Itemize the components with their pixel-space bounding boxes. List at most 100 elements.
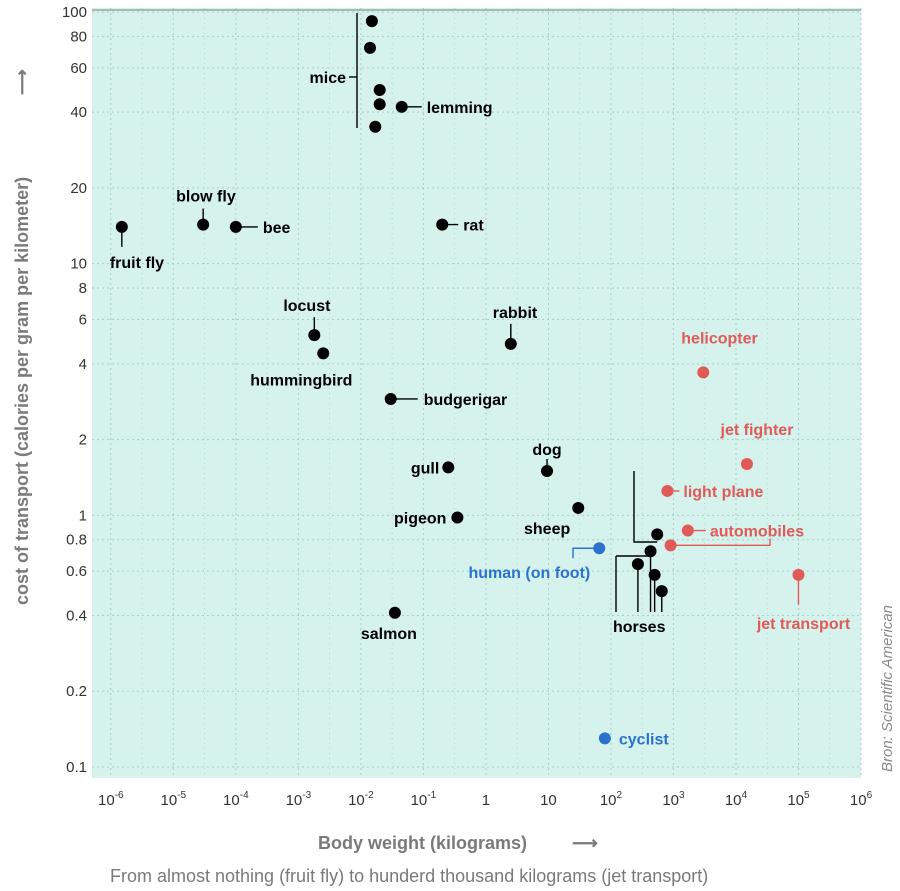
- x-tick-label: 10-6: [98, 790, 124, 809]
- x-tick-label: 104: [725, 790, 748, 809]
- point-label: gull: [411, 460, 439, 477]
- grid-lines: [92, 8, 862, 778]
- y-tick-label: 4: [79, 356, 87, 373]
- data-point: [442, 461, 455, 474]
- x-tick-label: 1: [482, 792, 490, 809]
- point-labels: fruit fly blow fly bee lemming rat mice locust…: [110, 70, 851, 748]
- data-point: [631, 558, 644, 571]
- point-label: budgerigar: [424, 392, 508, 409]
- x-tick-label: 10-5: [161, 790, 187, 809]
- y-tick-label: 100: [62, 4, 87, 21]
- y-tick-label: 1: [79, 507, 87, 524]
- y-tick-label: 60: [70, 60, 87, 77]
- data-point: [317, 347, 330, 360]
- data-point: [648, 568, 661, 581]
- x-tick-label: 105: [787, 790, 810, 809]
- point-label: cyclist: [619, 731, 669, 748]
- y-tick-label: 2: [79, 432, 87, 449]
- data-point: [451, 511, 464, 524]
- x-tick-label: 10: [540, 792, 557, 809]
- data-point: [593, 542, 606, 555]
- point-label: pigeon: [394, 511, 446, 528]
- data-point: [792, 568, 805, 581]
- point-label: salmon: [361, 626, 417, 643]
- point-label: helicopter: [681, 330, 757, 347]
- y-tick-label: 40: [70, 104, 87, 121]
- data-point: [197, 218, 210, 231]
- y-axis-title: cost of transport (calories per gram per…: [12, 177, 32, 605]
- x-tick-label: 10-2: [348, 790, 374, 809]
- y-tick-label: 80: [70, 28, 87, 45]
- data-point: [436, 218, 449, 231]
- point-label: dog: [532, 442, 561, 459]
- label-connector: [572, 547, 600, 559]
- x-tick-label: 102: [600, 790, 623, 809]
- data-point: [364, 41, 377, 54]
- data-point: [115, 220, 128, 233]
- data-point: [644, 545, 657, 558]
- point-label: light plane: [683, 484, 763, 501]
- y-tick-label: 0.6: [66, 563, 87, 580]
- data-point: [373, 98, 386, 111]
- y-tick-label: 0.4: [66, 607, 87, 624]
- x-tick-label: 10-1: [411, 790, 437, 809]
- y-tick-labels: 0.1 0.2 0.4 0.6 0.8 1 2 4 6 8 10 20 40 60 80 100: [62, 4, 87, 776]
- data-point: [384, 392, 397, 405]
- y-tick-label: 0.1: [66, 759, 87, 776]
- label-connector: [670, 538, 771, 547]
- y-tick-label: 0.2: [66, 683, 87, 700]
- point-label: human (on foot): [468, 565, 590, 582]
- data-point: [504, 337, 517, 350]
- source-credit: Bron: Scientific American: [879, 605, 896, 772]
- data-point: [395, 100, 408, 113]
- point-label: fruit fly: [110, 255, 164, 272]
- y-tick-label: 6: [79, 311, 87, 328]
- point-label: sheep: [524, 521, 570, 538]
- x-tick-label: 10-3: [286, 790, 312, 809]
- data-point: [373, 83, 386, 96]
- point-label: bee: [263, 220, 291, 237]
- plot-background: [92, 8, 861, 778]
- data-point: [365, 15, 378, 28]
- data-point: [697, 366, 710, 379]
- x-axis-arrow: ⟶: [572, 833, 598, 853]
- x-tick-label: 103: [662, 790, 685, 809]
- x-tick-label: 10-4: [223, 790, 249, 809]
- x-axis-subtitle: From almost nothing (fruit fly) to hunde…: [110, 866, 708, 886]
- data-point: [651, 528, 664, 541]
- data-point: [369, 120, 382, 133]
- x-tick-labels: 10-6 10-5 10-4 10-3 10-2 10-1 1 10 102 103 104 105 1…: [98, 790, 873, 809]
- label-connector: [633, 471, 658, 543]
- data-point: [388, 606, 401, 619]
- point-label: mice: [310, 70, 347, 87]
- y-tick-label: 8: [79, 280, 87, 297]
- data-point: [661, 484, 674, 497]
- data-point: [655, 585, 668, 598]
- x-tick-label: 106: [850, 790, 873, 809]
- point-label: lemming: [427, 100, 493, 117]
- x-axis-title: Body weight (kilograms): [318, 833, 527, 853]
- point-label: horses: [613, 619, 666, 636]
- point-label: jet transport: [756, 616, 851, 633]
- data-points: [115, 15, 805, 745]
- data-point: [541, 465, 554, 478]
- data-point: [598, 732, 611, 745]
- y-axis-arrow: ⟶: [12, 69, 32, 95]
- point-label: hummingbird: [250, 372, 352, 389]
- point-label: rabbit: [493, 305, 538, 322]
- point-label: rat: [463, 218, 484, 235]
- point-label: locust: [283, 298, 331, 315]
- y-tick-label: 0.8: [66, 532, 87, 549]
- data-point: [681, 524, 694, 537]
- y-tick-label: 20: [70, 180, 87, 197]
- data-point: [572, 501, 585, 514]
- data-point: [308, 329, 321, 342]
- point-label: jet fighter: [720, 422, 794, 439]
- data-point: [229, 220, 242, 233]
- point-label: blow fly: [176, 189, 236, 206]
- data-point: [740, 457, 753, 470]
- data-point: [664, 539, 677, 552]
- point-label: automobiles: [710, 524, 804, 541]
- y-tick-label: 10: [70, 256, 87, 273]
